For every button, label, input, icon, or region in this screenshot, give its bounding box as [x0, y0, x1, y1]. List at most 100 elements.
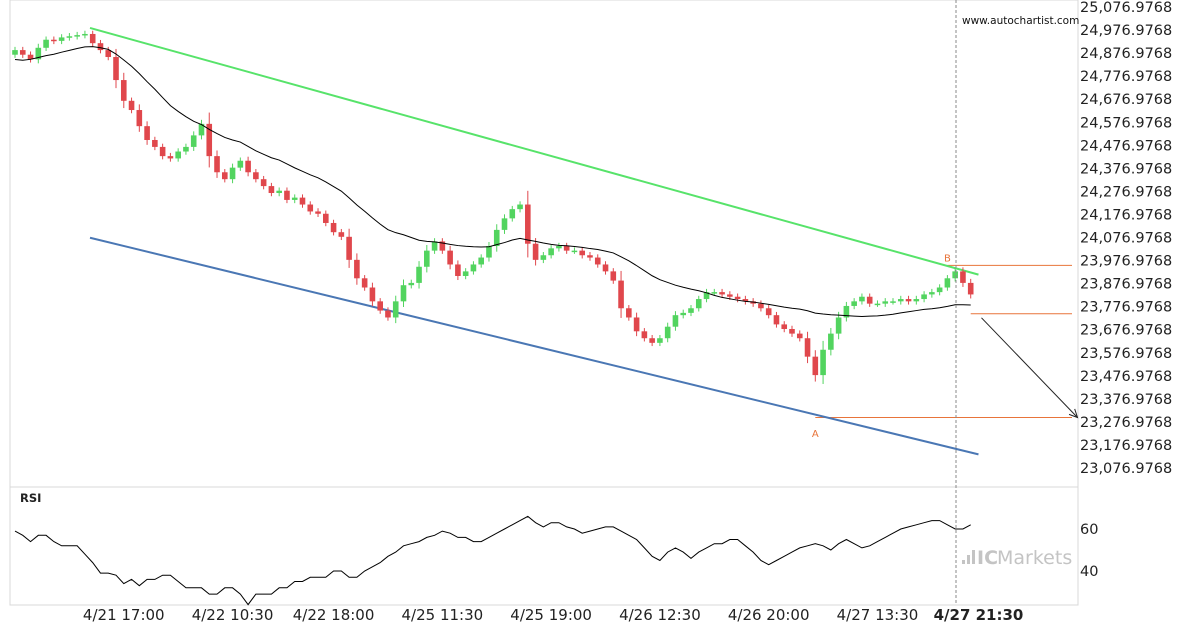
- candle-bear: [727, 294, 733, 297]
- candle-bear: [346, 236, 352, 260]
- candle-bear: [144, 126, 150, 140]
- brand-suffix: Markets: [997, 547, 1072, 569]
- candle-bull: [859, 296, 865, 302]
- y-axis: 25,076.9768 24,976.9768 24,876.9768 24,776.…: [1080, 0, 1172, 477]
- point-B-label: B: [944, 253, 951, 264]
- candle-bull: [392, 301, 399, 318]
- candle-bull: [82, 33, 88, 36]
- candle-bull: [680, 312, 687, 316]
- candle-bull: [237, 160, 244, 168]
- rsi-line: [14, 515, 971, 606]
- candle-bull: [897, 299, 904, 302]
- candle-bear: [136, 110, 143, 127]
- x-tick-label: 4/26 12:30: [619, 606, 701, 624]
- candle-bull: [66, 36, 73, 38]
- candle-bull: [828, 333, 834, 350]
- candle-bear: [284, 190, 290, 200]
- candle-bear: [773, 315, 780, 325]
- candle-bear: [105, 50, 112, 58]
- candles: [12, 30, 974, 384]
- logo-bar-2: [967, 555, 970, 564]
- candle-bear: [532, 243, 539, 260]
- candle-bull: [703, 292, 710, 300]
- x-tick-label: 4/26 20:00: [728, 606, 810, 624]
- candle-bull: [470, 264, 477, 272]
- candle-bull: [400, 285, 407, 302]
- candle-bull: [944, 278, 951, 288]
- candle-bear: [245, 160, 251, 173]
- point-A-label: A: [812, 429, 819, 440]
- candle-bear: [641, 331, 648, 339]
- y-tick-label: 24,476.9768: [1080, 138, 1172, 154]
- candle-bear: [97, 43, 104, 51]
- candle-bull: [175, 151, 181, 159]
- candle-bull: [913, 299, 920, 302]
- brand-logo: IC Markets: [962, 547, 1072, 569]
- candle-bear: [804, 338, 811, 357]
- candle-bear: [253, 172, 259, 180]
- candle-bear: [89, 33, 96, 44]
- candle-bull: [890, 301, 896, 303]
- candle-bear: [742, 299, 749, 302]
- candle-bull: [843, 305, 850, 318]
- candle-bull: [820, 349, 826, 376]
- forecast-arrow: [981, 317, 1079, 419]
- candle-bear: [602, 264, 609, 272]
- y-tick-label: 24,276.9768: [1080, 184, 1172, 200]
- upper-channel-line: [89, 27, 979, 276]
- y-tick-label: 24,976.9768: [1080, 23, 1172, 39]
- candle-bear: [967, 282, 974, 295]
- moving-average: [14, 46, 971, 318]
- candle-bull: [291, 197, 298, 200]
- candle-bull: [229, 167, 236, 180]
- candle-bear: [214, 156, 220, 173]
- candle-bear: [765, 308, 772, 316]
- candle-bear: [587, 255, 593, 258]
- candle-bear: [594, 257, 601, 265]
- moving-average-line: [14, 46, 971, 318]
- rsi-tick-label: 60: [1080, 522, 1098, 538]
- candle-bear: [27, 54, 34, 60]
- y-tick-label: 24,376.9768: [1080, 161, 1172, 177]
- y-tick-label: 24,776.9768: [1080, 69, 1172, 85]
- candle-bull: [43, 39, 49, 48]
- candle-bear: [719, 292, 725, 295]
- x-tick-label: 4/27 13:30: [837, 606, 919, 624]
- lower-channel-line: [89, 236, 979, 456]
- candle-bear: [758, 303, 764, 309]
- candle-bull: [874, 303, 881, 306]
- candle-bear: [525, 204, 531, 244]
- logo-bar-1: [962, 560, 965, 564]
- candle-bull: [74, 35, 80, 37]
- candle-bear: [866, 296, 873, 304]
- y-tick-label: 23,276.9768: [1080, 415, 1172, 431]
- candle-bull: [190, 135, 197, 147]
- candle-bull: [835, 317, 842, 334]
- rsi-tick-label: 40: [1080, 564, 1098, 580]
- x-tick-label: 4/22 10:30: [192, 606, 274, 624]
- candle-bear: [610, 271, 617, 281]
- candle-bull: [408, 282, 415, 286]
- candle-bear: [579, 250, 586, 256]
- brand-prefix: IC: [977, 547, 998, 569]
- y-tick-label: 23,576.9768: [1080, 346, 1172, 362]
- x-tick-label: 4/25 11:30: [402, 606, 484, 624]
- candle-bull: [711, 292, 718, 294]
- candle-bear: [323, 213, 329, 223]
- candle-bear: [152, 139, 158, 147]
- candle-bear: [221, 172, 228, 180]
- y-tick-label: 23,876.9768: [1080, 277, 1172, 293]
- forecast-arrowhead: [1068, 408, 1079, 419]
- channel-lines: [89, 27, 979, 456]
- y-tick-label: 24,876.9768: [1080, 46, 1172, 62]
- candle-bear: [618, 280, 624, 309]
- candle-bull: [501, 218, 508, 230]
- candle-bear: [385, 310, 391, 318]
- x-tick-label: 4/22 18:00: [293, 606, 375, 624]
- y-tick-label: 23,076.9768: [1080, 461, 1172, 477]
- candle-bear: [447, 250, 453, 265]
- candle-bear: [361, 278, 368, 288]
- candle-bear: [315, 211, 321, 214]
- candle-bear: [330, 222, 337, 233]
- candle-bull: [688, 308, 694, 313]
